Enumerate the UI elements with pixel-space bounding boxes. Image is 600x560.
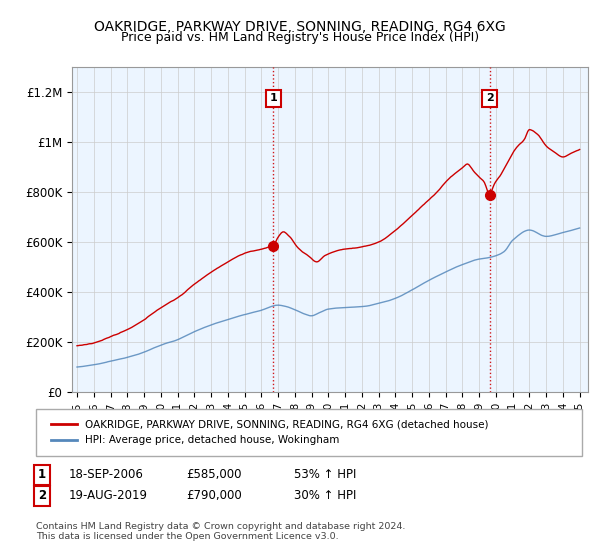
Text: OAKRIDGE, PARKWAY DRIVE, SONNING, READING, RG4 6XG: OAKRIDGE, PARKWAY DRIVE, SONNING, READIN…	[94, 20, 506, 34]
Text: 2: 2	[486, 94, 494, 104]
Legend: OAKRIDGE, PARKWAY DRIVE, SONNING, READING, RG4 6XG (detached house), HPI: Averag: OAKRIDGE, PARKWAY DRIVE, SONNING, READIN…	[47, 416, 493, 449]
Text: 2: 2	[38, 489, 46, 502]
Text: £585,000: £585,000	[186, 468, 241, 482]
Text: 30% ↑ HPI: 30% ↑ HPI	[294, 489, 356, 502]
Text: 19-AUG-2019: 19-AUG-2019	[69, 489, 148, 502]
Text: 18-SEP-2006: 18-SEP-2006	[69, 468, 144, 482]
Text: 53% ↑ HPI: 53% ↑ HPI	[294, 468, 356, 482]
Text: 1: 1	[38, 468, 46, 482]
Text: Price paid vs. HM Land Registry's House Price Index (HPI): Price paid vs. HM Land Registry's House …	[121, 31, 479, 44]
Text: Contains HM Land Registry data © Crown copyright and database right 2024.
This d: Contains HM Land Registry data © Crown c…	[36, 522, 406, 542]
Text: 1: 1	[269, 94, 277, 104]
Text: £790,000: £790,000	[186, 489, 242, 502]
FancyBboxPatch shape	[36, 409, 582, 456]
